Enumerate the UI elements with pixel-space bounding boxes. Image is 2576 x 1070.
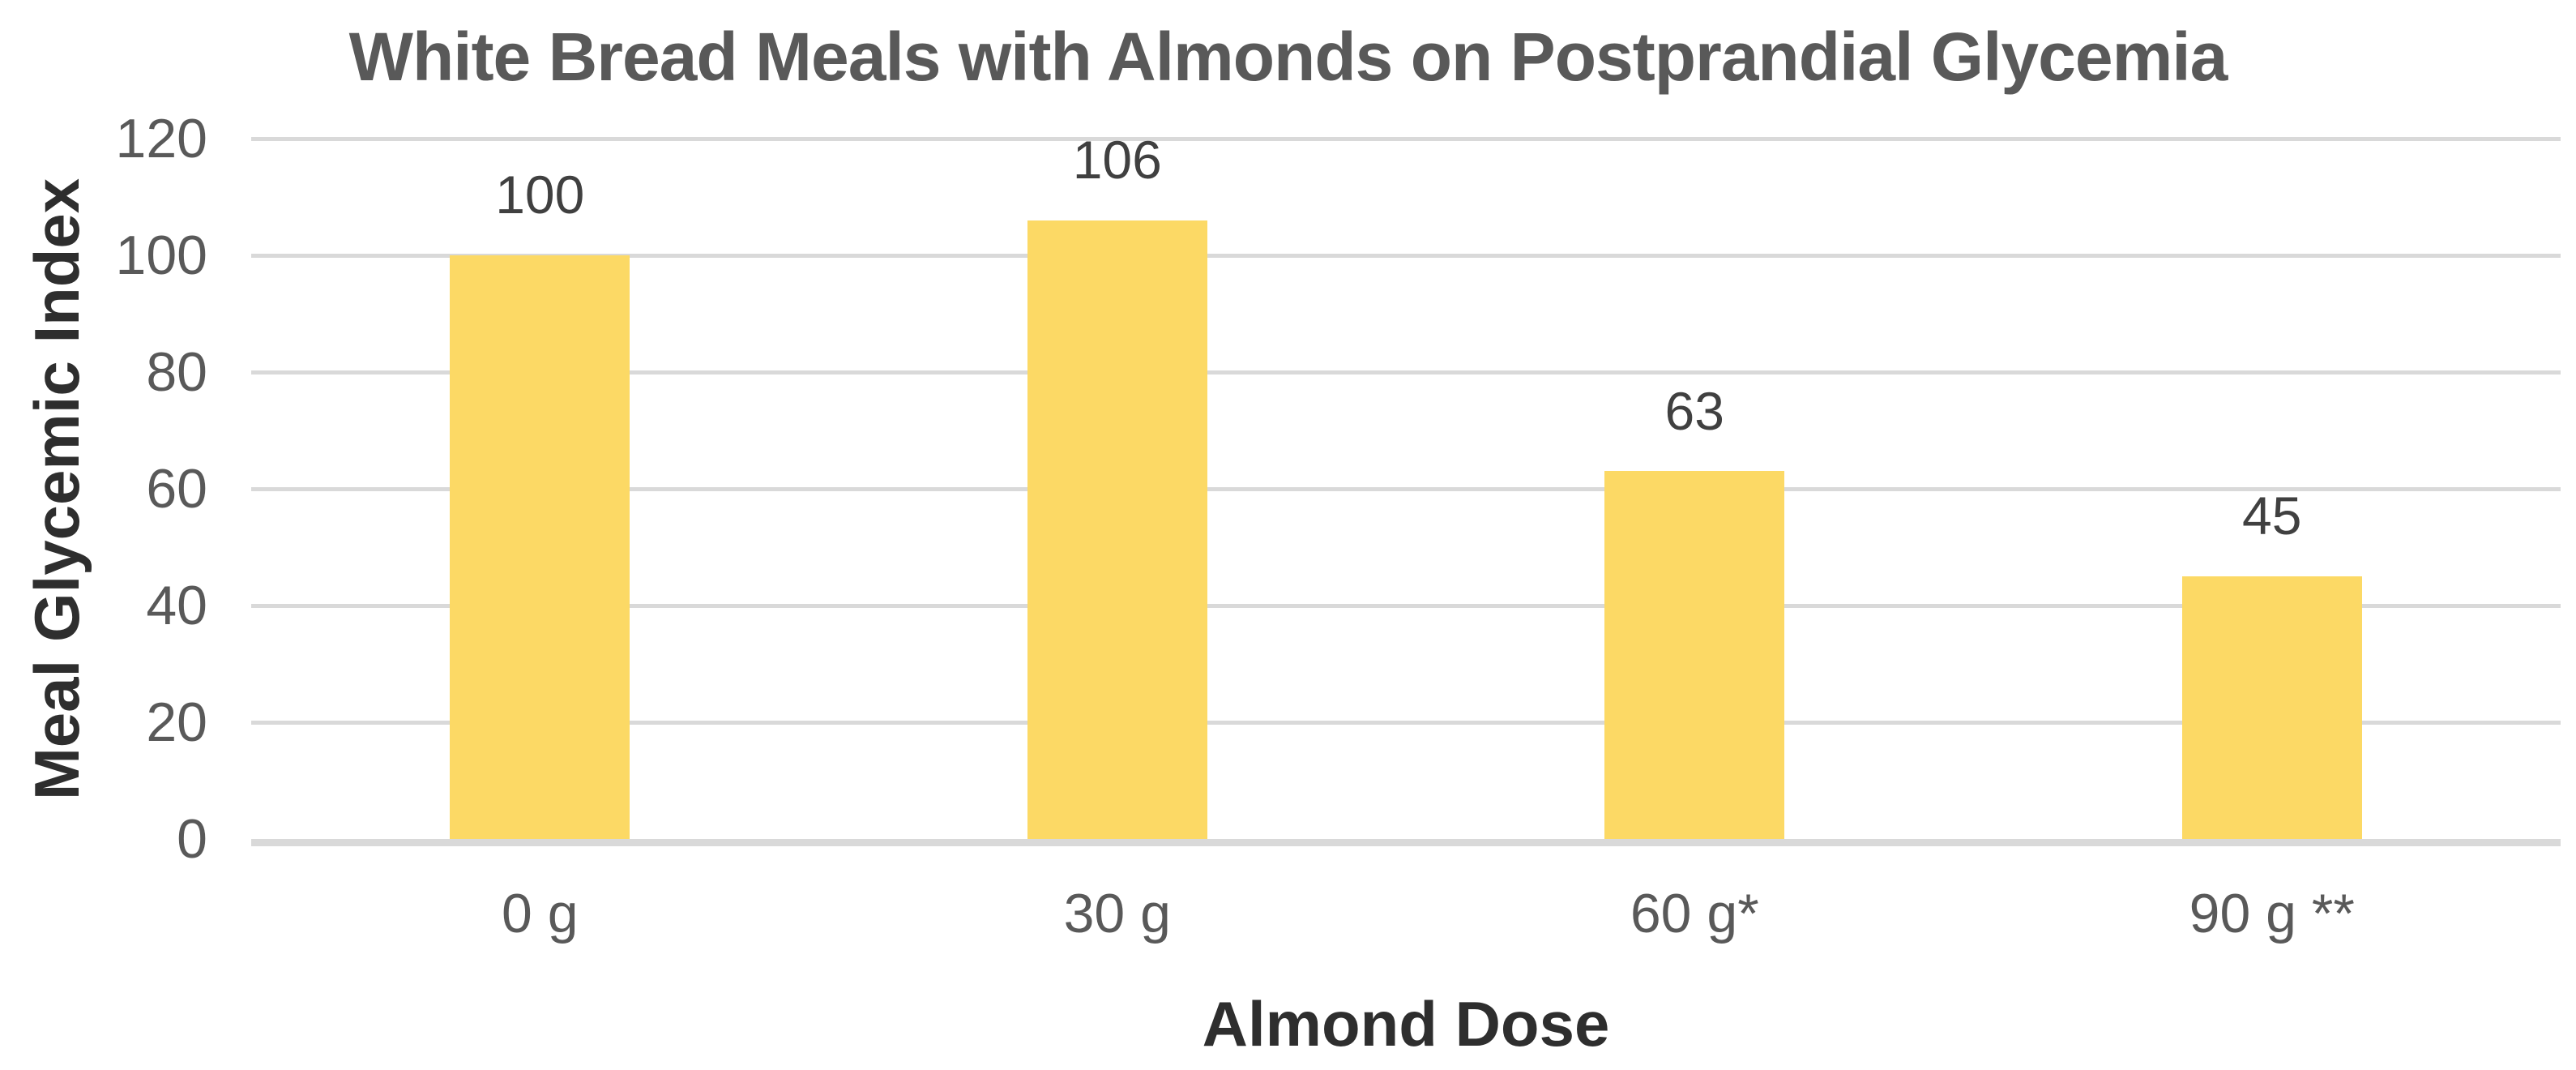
- y-axis-tick-labels: 0 20 40 60 80 100 120: [0, 111, 207, 867]
- x-category-label: 90 g **: [2189, 883, 2355, 944]
- y-tick-label: 100: [115, 225, 207, 286]
- bar-60-g-: [1604, 471, 1785, 839]
- gridline-60: [251, 487, 2561, 491]
- bar-90-g-: [2181, 576, 2362, 839]
- data-label: 45: [2242, 486, 2302, 546]
- data-label: 100: [495, 165, 585, 225]
- bar-0-g: [450, 255, 630, 839]
- x-axis-category-labels: 0 g 30 g 60 g* 90 g **: [251, 884, 2561, 957]
- x-category-label: 0 g: [501, 883, 579, 944]
- gridline-100: [251, 254, 2561, 258]
- data-label: 106: [1072, 130, 1162, 190]
- y-tick-label: 60: [146, 458, 207, 520]
- x-category-label: 30 g: [1063, 883, 1171, 944]
- y-tick-label: 40: [146, 575, 207, 636]
- gridline-120: [251, 137, 2561, 141]
- x-category-label: 60 g*: [1630, 883, 1759, 944]
- y-tick-label: 80: [146, 341, 207, 403]
- gridline-20: [251, 721, 2561, 725]
- bar-30-g: [1027, 220, 1207, 839]
- y-tick-label: 120: [115, 108, 207, 169]
- y-tick-label: 0: [177, 808, 207, 870]
- x-axis-title: Almond Dose: [1202, 988, 1610, 1059]
- chart-title: White Bread Meals with Almonds on Postpr…: [348, 19, 2228, 95]
- gridline-40: [251, 604, 2561, 608]
- x-axis-line: [251, 839, 2561, 846]
- plot-area: 100 106 63 45: [251, 131, 2561, 846]
- data-label: 63: [1664, 380, 1724, 441]
- gridline-80: [251, 370, 2561, 374]
- y-tick-label: 20: [146, 691, 207, 753]
